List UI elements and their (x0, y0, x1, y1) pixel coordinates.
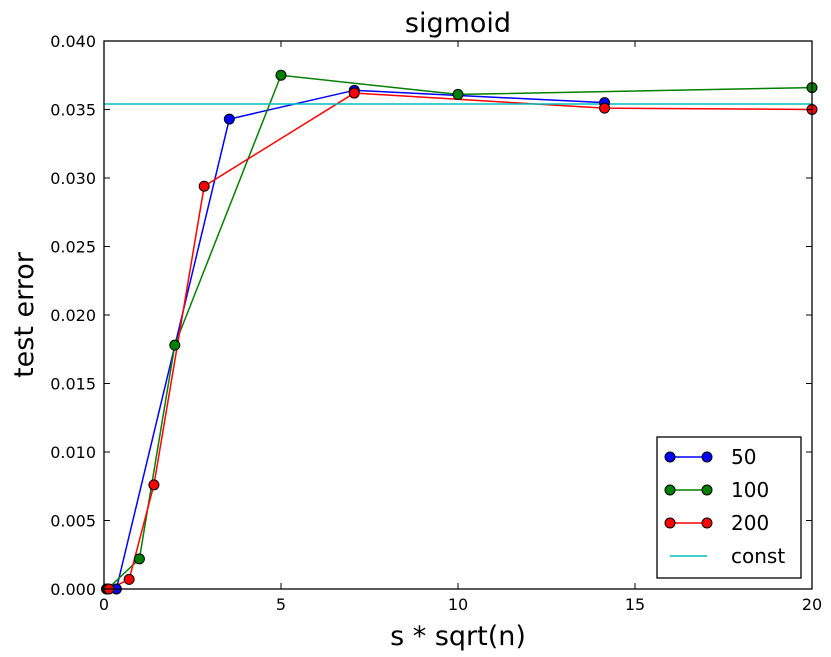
data-point-100 (169, 339, 181, 351)
y-tick-label: 0.025 (50, 238, 96, 257)
x-tick-label: 20 (802, 595, 822, 614)
y-tick-label: 0.035 (50, 101, 96, 120)
y-tick-label: 0.015 (50, 375, 96, 394)
data-point-50 (223, 113, 235, 125)
data-point-200 (123, 573, 135, 585)
y-tick-label: 0.000 (50, 580, 96, 599)
legend-label-100: 100 (731, 478, 769, 502)
legend-box (656, 436, 802, 579)
chart-title: sigmoid (405, 8, 511, 39)
plot-layer (100, 69, 818, 595)
x-tick-label: 15 (625, 595, 645, 614)
legend-marker-100 (701, 484, 713, 496)
legend-label-const: const (731, 544, 785, 568)
y-tick-label: 0.030 (50, 169, 96, 188)
legend-marker-200 (664, 517, 676, 529)
series-markers (100, 69, 818, 595)
data-point-100 (133, 553, 145, 565)
x-axis-title: s * sqrt(n) (390, 621, 526, 652)
legend-marker-50 (701, 451, 713, 463)
data-point-200 (599, 102, 611, 114)
data-point-200 (148, 479, 160, 491)
y-axis-title: test error (9, 251, 40, 378)
legend: 50 100 200 const (656, 436, 802, 579)
x-tick-label: 0 (99, 595, 109, 614)
x-tick-label: 5 (276, 595, 286, 614)
legend-marker-50 (664, 451, 676, 463)
y-tick-label: 0.020 (50, 306, 96, 325)
legend-marker-200 (701, 517, 713, 529)
series-line-100 (107, 74, 812, 589)
legend-marker-100 (664, 484, 676, 496)
x-tick-label: 10 (448, 595, 468, 614)
legend-label-200: 200 (731, 511, 769, 535)
axes-layer: 0 5 10 15 20 0.000 0.005 0.010 0.015 0.020 0.025 0.… (50, 32, 822, 614)
data-point-200 (198, 180, 210, 192)
y-tick-label: 0.010 (50, 443, 96, 462)
data-point-100 (275, 69, 287, 81)
y-tick-label: 0.040 (50, 32, 96, 51)
data-point-200 (348, 87, 360, 99)
legend-label-50: 50 (731, 445, 756, 469)
data-point-100 (452, 88, 464, 100)
y-tick-label: 0.005 (50, 512, 96, 531)
